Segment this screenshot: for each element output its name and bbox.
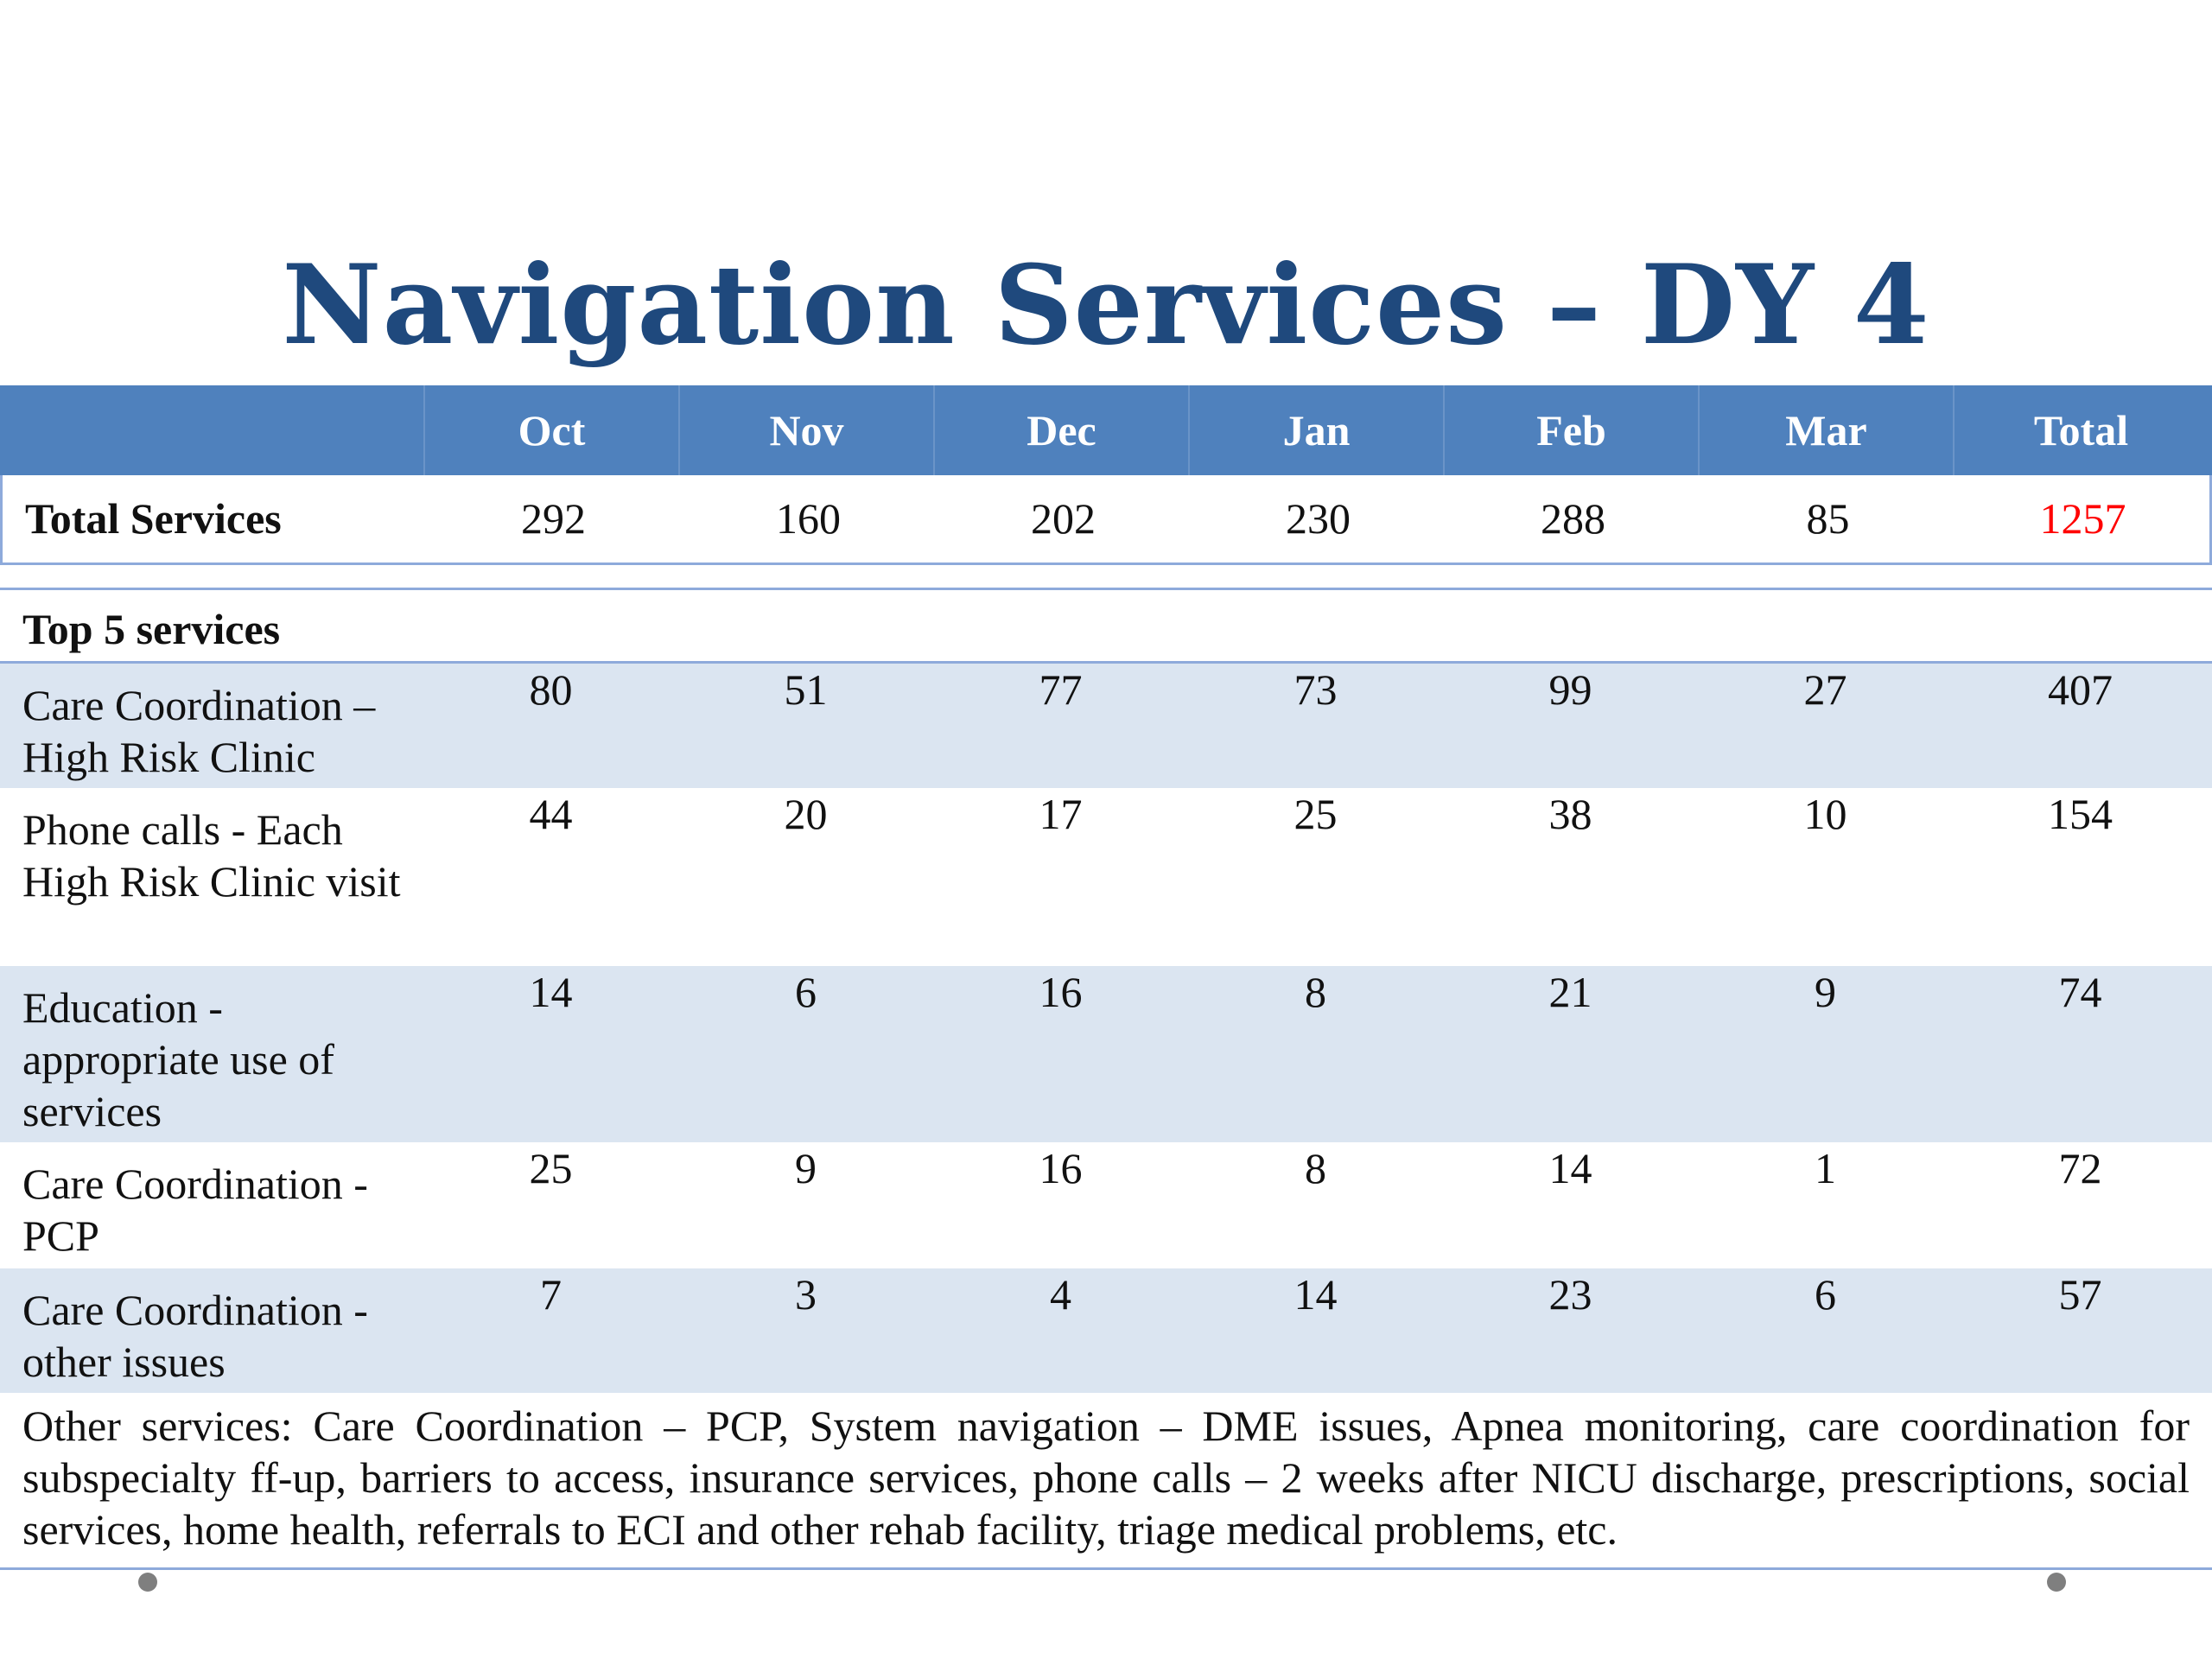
section-divider	[0, 661, 2212, 664]
cell-total: 154	[2048, 790, 2113, 838]
cell-total: 407	[2048, 665, 2113, 714]
row-label: Phone calls - Each High Risk Clinic visi…	[22, 805, 401, 906]
cell-feb: 38	[1548, 790, 1592, 838]
row-label: Care Coordination - other issues	[22, 1286, 368, 1386]
total-services-oct: 292	[521, 494, 586, 543]
cell-mar: 6	[1815, 1270, 1836, 1319]
total-services-nov: 160	[776, 494, 841, 543]
table-header-row: Oct Nov Dec Jan Feb Mar Total	[0, 385, 2212, 475]
cell-dec: 17	[1039, 790, 1083, 838]
cell-mar: 9	[1815, 968, 1836, 1016]
header-cell-dec: Dec	[933, 385, 1188, 475]
cell-mar: 1	[1815, 1144, 1836, 1192]
cell-oct: 80	[529, 665, 573, 714]
cell-jan: 8	[1305, 1144, 1326, 1192]
header-cell-mar: Mar	[1698, 385, 1953, 475]
cell-nov: 3	[795, 1270, 817, 1319]
table-row: Care Coordination – High Risk Clinic 80 …	[0, 664, 2212, 788]
grand-total-value: 1257	[2039, 494, 2126, 543]
cell-jan: 8	[1305, 968, 1326, 1016]
cell-oct: 44	[529, 790, 573, 838]
header-cell-oct: Oct	[423, 385, 678, 475]
cell-feb: 21	[1548, 968, 1592, 1016]
header-cell-jan: Jan	[1188, 385, 1443, 475]
cell-jan: 25	[1294, 790, 1338, 838]
cell-nov: 9	[795, 1144, 817, 1192]
cell-nov: 51	[784, 665, 828, 714]
total-services-jan: 230	[1286, 494, 1351, 543]
cell-feb: 14	[1548, 1144, 1592, 1192]
cell-dec: 16	[1039, 1144, 1083, 1192]
cell-nov: 20	[784, 790, 828, 838]
cell-total: 57	[2058, 1270, 2102, 1319]
section-divider	[0, 588, 2212, 590]
table-row: Care Coordination - other issues 7 3 4 1…	[0, 1268, 2212, 1393]
table-row: Phone calls - Each High Risk Clinic visi…	[0, 788, 2212, 966]
row-label: Care Coordination – High Risk Clinic	[22, 681, 376, 781]
header-cell-blank	[0, 385, 423, 475]
total-services-row: Total Services 292 160 202 230 288 85 12…	[0, 475, 2212, 565]
cell-feb: 23	[1548, 1270, 1592, 1319]
cell-dec: 77	[1039, 665, 1083, 714]
cell-oct: 25	[529, 1144, 573, 1192]
table-row: Education - appropriate use of services …	[0, 966, 2212, 1142]
header-cell-nov: Nov	[678, 385, 933, 475]
table-row: Care Coordination - PCP 25 9 16 8 14 1 7…	[0, 1142, 2212, 1268]
cell-feb: 99	[1548, 665, 1592, 714]
bottom-rule	[0, 1567, 2212, 1570]
cell-dec: 16	[1039, 968, 1083, 1016]
cell-oct: 7	[540, 1270, 562, 1319]
total-services-feb: 288	[1541, 494, 1605, 543]
cell-total: 72	[2058, 1144, 2102, 1192]
total-services-label: Total Services	[25, 494, 282, 543]
header-cell-total: Total	[1953, 385, 2208, 475]
row-label: Care Coordination - PCP	[22, 1160, 368, 1260]
cell-mar: 10	[1803, 790, 1847, 838]
total-services-mar: 85	[1806, 494, 1850, 543]
cell-dec: 4	[1050, 1270, 1071, 1319]
other-services-note: Other services: Care Coordination – PCP,…	[22, 1402, 2190, 1554]
cell-oct: 14	[529, 968, 573, 1016]
slide-title: Navigation Services – DY 4	[282, 241, 1930, 369]
cell-mar: 27	[1803, 665, 1847, 714]
top-five-section-label: Top 5 services	[22, 605, 281, 653]
cell-total: 74	[2058, 968, 2102, 1016]
header-cell-feb: Feb	[1443, 385, 1698, 475]
cell-jan: 14	[1294, 1270, 1338, 1319]
row-label: Education - appropriate use of services	[22, 983, 334, 1135]
slide-handle-dot-right	[2047, 1573, 2066, 1592]
total-services-dec: 202	[1031, 494, 1096, 543]
slide-handle-dot-left	[138, 1573, 157, 1592]
cell-jan: 73	[1294, 665, 1338, 714]
cell-nov: 6	[795, 968, 817, 1016]
